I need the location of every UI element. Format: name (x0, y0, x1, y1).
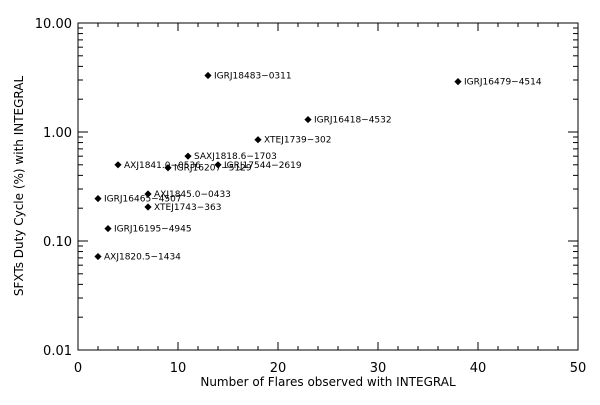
plot-frame (77, 22, 579, 351)
x-tick-label: 0 (74, 361, 82, 376)
x-tick-label: 20 (270, 361, 287, 376)
x-tick-label: 10 (170, 361, 187, 376)
point-label: XTEJ1743−363 (154, 203, 221, 213)
data-point (144, 203, 152, 211)
point-label: AXJ1820.5−1434 (104, 253, 181, 263)
x-tick-label: 30 (370, 361, 387, 376)
data-point (204, 71, 212, 80)
x-tick-label: 40 (470, 361, 487, 376)
y-tick-label: 0.10 (43, 235, 72, 250)
data-point (114, 161, 122, 169)
y-tick-label: 0.01 (43, 344, 72, 359)
point-label: IGRJ16207−5129 (174, 164, 252, 174)
data-point (454, 77, 462, 86)
point-label: IGRJ17544−2619 (224, 161, 302, 171)
y-axis-title: SFXTs Duty Cycle (%) with INTEGRAL (12, 76, 26, 297)
point-label: IGRJ16418−4532 (314, 116, 392, 126)
data-points: IGRJ18483−0311 IGRJ16479−4514 IGRJ16418−45… (94, 71, 542, 263)
y-tick-label: 1.00 (43, 126, 72, 141)
point-label: AXJ1841.0−0536 (124, 161, 201, 171)
data-point (164, 164, 172, 172)
point-label: XTEJ1739−302 (264, 136, 331, 146)
data-point (94, 252, 102, 261)
data-point (94, 194, 102, 203)
point-label: IGRJ18483−0311 (214, 71, 292, 81)
data-point (254, 136, 262, 144)
x-axis: 0 10 20 30 40 50 (74, 23, 586, 376)
data-point (304, 115, 312, 124)
y-axis: 0.01 0.10 1.00 10.00 (35, 17, 578, 359)
x-axis-title: Number of Flares observed with INTEGRAL (200, 375, 456, 389)
data-point (184, 152, 192, 160)
point-label: IGRJ16195−4945 (114, 225, 192, 235)
y-tick-label: 10.00 (35, 17, 72, 32)
point-label: SAXJ1818.6−1703 (194, 152, 277, 162)
data-point (214, 161, 222, 169)
point-label: IGRJ16465−4507 (104, 195, 182, 205)
data-point (104, 224, 112, 233)
x-tick-label: 50 (570, 361, 587, 376)
point-label: IGRJ16479−4514 (464, 78, 542, 88)
point-label: AXJ1845.0−0433 (154, 190, 231, 200)
data-point (144, 190, 152, 198)
